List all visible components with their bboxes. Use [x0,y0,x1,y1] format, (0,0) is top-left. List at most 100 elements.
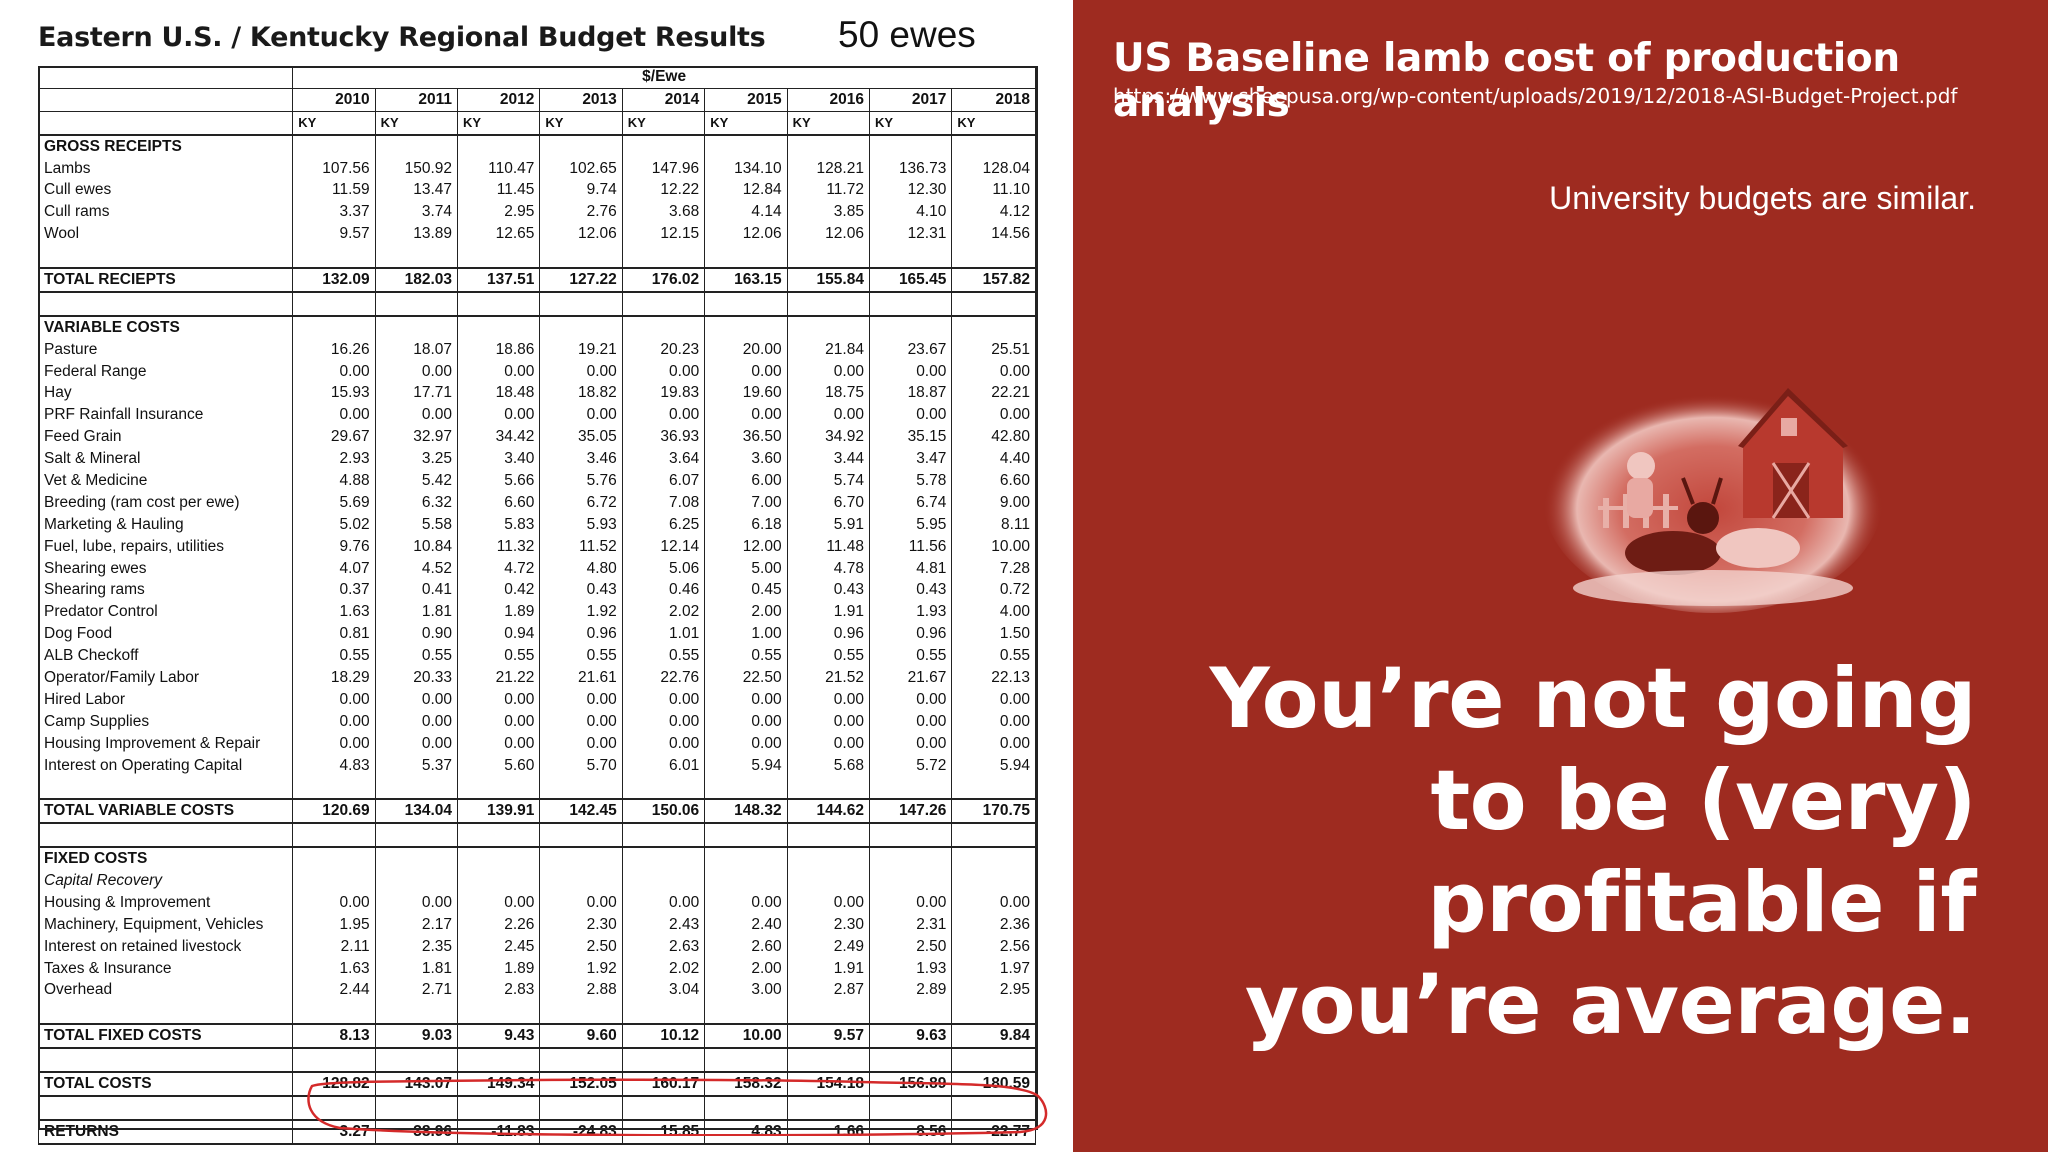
table-row: Marketing & Hauling 5.02 5.58 5.83 5.93 6.25 6… [37,513,1036,536]
value-cell: 21.67 [868,667,953,689]
value-cell: 1.93 [868,601,953,624]
value-cell: -22.77 [951,1118,1036,1145]
value-cell: 0.43 [539,579,623,602]
value-cell: 2.26 [457,913,541,936]
row-label: Housing Improvement & Repair [37,732,294,755]
spacer-row [37,823,1036,848]
year-header: 2016 [786,87,870,112]
value-cell: 12.65 [457,223,541,246]
blank-cell [457,133,541,158]
blank-cell [457,846,541,871]
value-cell: 2.40 [704,913,788,936]
table-row: Camp Supplies 0.00 0.00 0.00 0.00 0.00 0.00 0.0… [37,710,1036,733]
value-cell: 18.29 [292,667,376,689]
table-row: Capital Recovery [37,870,1036,892]
source-link[interactable]: https://www.sheepusa.org/wp-content/uplo… [1113,84,1958,108]
value-cell: 0.00 [621,688,706,711]
blank-cell [457,1095,541,1120]
value-cell: 5.91 [786,513,870,536]
value-cell: 5.94 [704,754,788,777]
value-cell: 0.96 [868,623,953,646]
value-cell: 6.00 [704,470,788,492]
value-cell: 20.23 [621,338,706,361]
state-header: KY [868,110,953,136]
value-cell: 22.76 [621,667,706,689]
spacer-row [37,776,1036,800]
blank-cell [621,1095,706,1120]
value-cell: 12.22 [621,179,706,202]
value-cell: 0.90 [374,623,459,646]
table-row: Breeding (ram cost per ewe) 5.69 6.32 6.60 6… [37,491,1036,514]
value-cell: 0.00 [868,688,953,711]
blank-cell [951,133,1036,158]
table-row: Lambs 107.56 150.92 110.47 102.65 147.96 134.1… [37,157,1036,180]
value-cell: 11.56 [868,535,953,558]
value-cell: 4.00 [951,601,1036,624]
row-label: PRF Rainfall Insurance [37,404,294,427]
value-cell: 9.57 [292,223,376,246]
value-cell: 0.00 [951,688,1036,711]
value-cell: 4.83 [292,754,376,777]
value-cell: 0.00 [621,404,706,427]
unit-header: $/Ewe [292,66,1036,89]
section-row: GROSS RECEIPTS [37,133,1036,158]
value-cell: 21.61 [539,667,623,689]
value-cell: 154.18 [786,1071,870,1097]
value-cell: 2.11 [292,935,376,958]
spacer-row [37,245,1036,269]
value-cell: 3.40 [457,448,541,471]
value-cell: 2.36 [951,913,1036,936]
value-cell: 6.74 [868,491,953,514]
value-cell: 0.00 [539,688,623,711]
value-cell: 3.60 [704,448,788,471]
value-cell: 142.45 [539,798,623,825]
value-cell: 0.00 [292,360,376,383]
value-cell: 12.30 [868,179,953,202]
state-header: KY [374,110,459,136]
blank-cell [457,245,541,269]
blank-cell [704,1095,788,1120]
value-cell: 15.93 [292,382,376,405]
value-cell: 0.00 [786,688,870,711]
value-cell: 0.00 [457,891,541,914]
value-cell: 6.25 [621,513,706,536]
value-cell: 0.00 [704,404,788,427]
value-cell: 6.18 [704,513,788,536]
headline-statement: You’re not going to be (very) profitable… [1209,650,1977,1053]
value-cell: 0.45 [704,579,788,602]
value-cell: 18.87 [868,382,953,405]
blank-cell [786,245,870,269]
value-cell: 0.00 [292,710,376,733]
value-cell: 176.02 [621,267,706,293]
blank-cell [374,314,459,339]
blank-cell [374,291,459,316]
value-cell: 0.00 [951,891,1036,914]
blank-cell [786,870,870,892]
blank-cell [951,1048,1036,1073]
value-cell: 19.83 [621,382,706,405]
table-row: Machinery, Equipment, Vehicles 1.95 2.17 2.… [37,913,1036,936]
row-label: Taxes & Insurance [37,957,294,980]
value-cell: 22.13 [951,667,1036,689]
blank-cell [868,1001,953,1025]
value-cell: 0.00 [374,710,459,733]
value-cell: 0.00 [292,891,376,914]
value-cell: 2.00 [704,601,788,624]
value-cell: 1.63 [292,601,376,624]
value-cell: 3.27 [292,1118,376,1145]
value-cell: 12.06 [704,223,788,246]
value-cell: 0.00 [539,710,623,733]
value-cell: 2.02 [621,601,706,624]
value-cell: 4.07 [292,557,376,580]
year-header: 2010 [292,87,376,112]
value-cell: 6.32 [374,491,459,514]
value-cell: 1.63 [292,957,376,980]
table-row: Hay 15.93 17.71 18.48 18.82 19.83 19.60 18.75 18… [37,382,1036,405]
panel-note: University budgets are similar. [1549,180,1976,216]
value-cell: 132.09 [292,267,376,293]
blank-cell [621,314,706,339]
section-row: VARIABLE COSTS [37,314,1036,339]
value-cell: 2.95 [457,201,541,224]
value-cell: 0.00 [457,710,541,733]
blank-cell [868,1048,953,1073]
